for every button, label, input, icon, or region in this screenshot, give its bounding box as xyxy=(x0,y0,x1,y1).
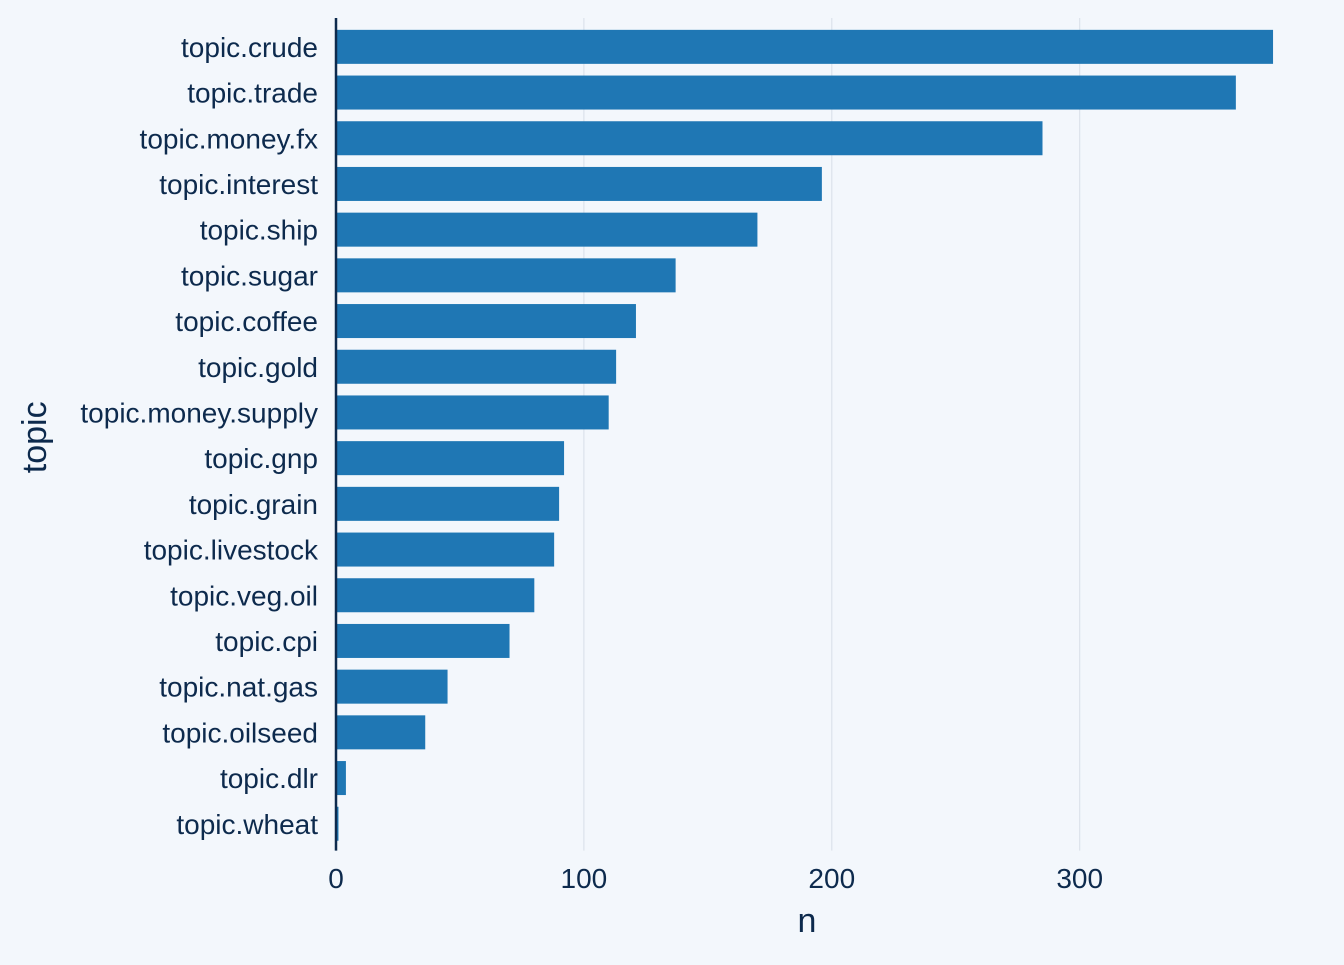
y-tick-label: topic.wheat xyxy=(176,809,318,840)
y-tick-labels: topic.crude topic.trade topic.money.fx topi… xyxy=(80,32,319,840)
bar-topic-gnp xyxy=(336,441,565,476)
bar-topic-cpi xyxy=(336,623,510,658)
y-tick-label: topic.cpi xyxy=(215,626,318,657)
x-tick-labels: 0 100 200 300 xyxy=(328,863,1103,894)
bar-topic-nat-gas xyxy=(336,669,448,704)
bar-topic-oilseed xyxy=(336,715,426,750)
y-tick-label: topic.sugar xyxy=(181,260,318,291)
y-tick-label: topic.gold xyxy=(198,352,318,383)
y-tick-label: topic.livestock xyxy=(144,535,319,566)
y-tick-label: topic.ship xyxy=(200,215,318,246)
bar-topic-gold xyxy=(336,349,617,384)
y-tick-label: topic.nat.gas xyxy=(159,672,318,703)
bar-topic-money-fx xyxy=(336,121,1043,156)
y-tick-label: topic.gnp xyxy=(204,443,318,474)
bar-topic-dlr xyxy=(336,761,346,796)
x-tick-label: 100 xyxy=(561,863,608,894)
x-tick-label: 0 xyxy=(328,863,344,894)
bar-topic-ship xyxy=(336,212,758,247)
y-tick-label: topic.dlr xyxy=(220,763,318,794)
bar-topic-coffee xyxy=(336,304,636,339)
bar-topic-trade xyxy=(336,75,1236,110)
bar-topic-livestock xyxy=(336,532,555,567)
bar-topic-veg-oil xyxy=(336,578,535,613)
y-tick-label: topic.money.supply xyxy=(80,397,318,428)
y-tick-label: topic.oilseed xyxy=(162,717,318,748)
y-tick-label: topic.money.fx xyxy=(140,123,318,154)
y-axis-title: topic xyxy=(16,401,54,473)
bar-topic-sugar xyxy=(336,258,676,293)
y-tick-label: topic.coffee xyxy=(175,306,318,337)
bar-topic-crude xyxy=(336,29,1274,64)
x-axis-title: n xyxy=(798,902,817,940)
y-tick-label: topic.crude xyxy=(181,32,318,63)
gridlines xyxy=(583,18,1081,851)
y-tick-label: topic.grain xyxy=(189,489,318,520)
bars xyxy=(336,29,1274,841)
bar-topic-interest xyxy=(336,166,822,201)
bar-topic-grain xyxy=(336,486,560,521)
x-tick-label: 200 xyxy=(808,863,855,894)
x-tick-label: 300 xyxy=(1056,863,1103,894)
y-tick-label: topic.interest xyxy=(159,169,318,200)
bar-topic-money-supply xyxy=(336,395,609,430)
y-tick-label: topic.veg.oil xyxy=(170,580,318,611)
y-tick-label: topic.trade xyxy=(187,78,318,109)
